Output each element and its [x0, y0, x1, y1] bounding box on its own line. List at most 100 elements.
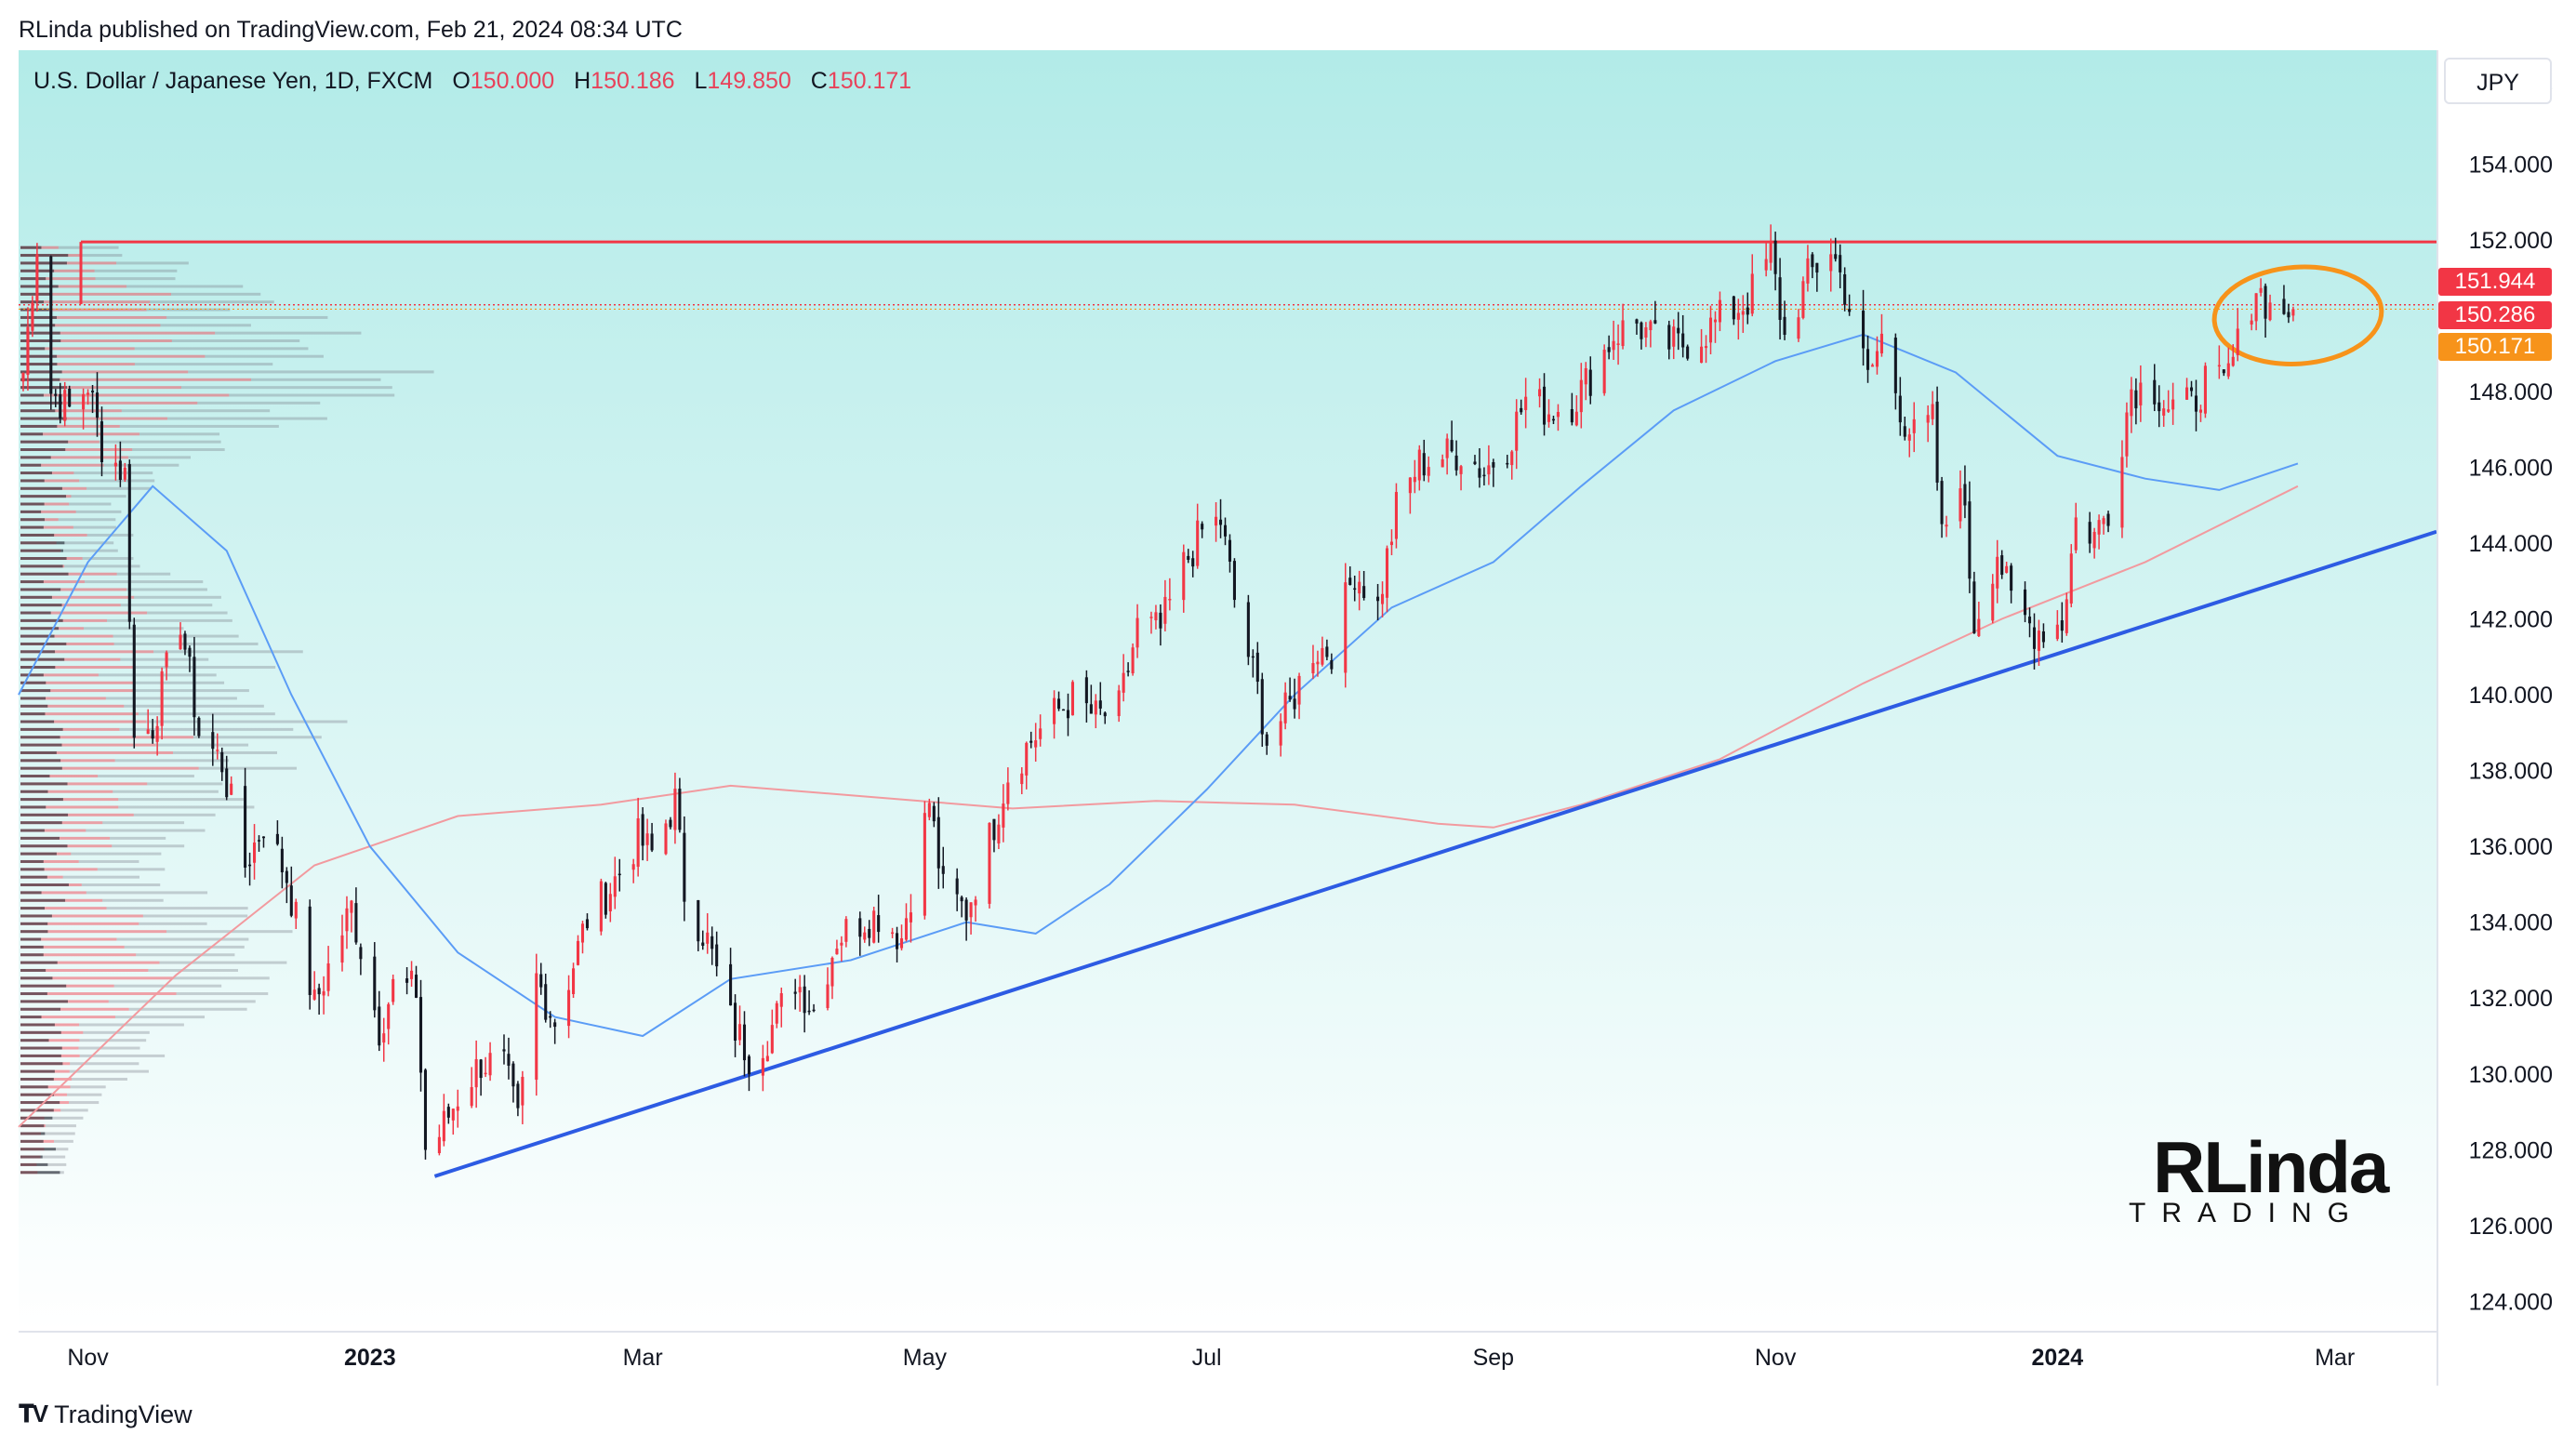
profile-bar-core [20, 1023, 55, 1027]
price-tick-label: 132.000 [2469, 986, 2553, 1012]
candle-body [1653, 320, 1657, 324]
candle-body [2291, 309, 2295, 316]
candles [21, 224, 2295, 1160]
profile-bar-up [20, 363, 135, 366]
time-tick-label: Jul [1192, 1345, 1222, 1371]
candle-body [631, 864, 635, 870]
profile-bar-up [20, 618, 108, 622]
profile-bar-up [20, 432, 139, 436]
candle-body [1783, 316, 1786, 336]
candle-body [1996, 556, 1999, 589]
profile-bar-up [20, 378, 252, 381]
candle-body [2203, 365, 2207, 414]
candle-body [798, 987, 802, 993]
profile-bar-up [20, 580, 86, 584]
symbol-legend: U.S. Dollar / Japanese Yen, 1D, FXCM O15… [33, 68, 911, 95]
price-tick-label: 134.000 [2469, 910, 2553, 936]
profile-bar-down [229, 393, 395, 397]
profile-bar-up [20, 836, 111, 840]
candle-body [2236, 328, 2239, 355]
candle-body [1255, 652, 1259, 683]
profile-bar-up [20, 300, 151, 304]
profile-bar-core [20, 533, 55, 537]
profile-bar-down [60, 1108, 88, 1112]
profile-bar-down [126, 285, 244, 288]
profile-bar-up [20, 937, 117, 941]
candle-body [2055, 624, 2059, 640]
profile-bar-down [81, 254, 123, 258]
profile-bar-down [106, 907, 248, 910]
candle-body [414, 975, 418, 998]
candle-body [1866, 349, 1870, 370]
profile-bar-down [119, 727, 294, 731]
profile-bar-core [20, 836, 60, 840]
candle-body [1293, 698, 1296, 710]
profile-bar-core [20, 914, 52, 918]
price-tick-label: 130.000 [2469, 1062, 2553, 1088]
ma-fast-line [18, 333, 2299, 1038]
candle-body [1283, 692, 1287, 724]
profile-bar-down [70, 1085, 106, 1089]
candle-body [2185, 387, 2189, 400]
profile-bar-core [20, 486, 62, 490]
candle-body [923, 813, 926, 916]
candle-body [2171, 399, 2175, 410]
profile-bar-down [71, 852, 162, 856]
candle-body [193, 657, 196, 718]
profile-bar-core [20, 766, 62, 770]
profile-bar-down [79, 1023, 184, 1027]
logo-line1: RLinda [2153, 1126, 2389, 1208]
tradingview-brand[interactable]: 𝐓V TradingView [19, 1400, 193, 1429]
profile-bar-up [20, 479, 80, 483]
profile-bar-up [20, 736, 193, 739]
profile-bar-core [20, 859, 44, 863]
candle-body [1672, 326, 1676, 347]
candle-body [549, 1016, 552, 1018]
candle-body [1450, 440, 1454, 452]
profile-bar-core [20, 246, 42, 249]
profile-bar-up [20, 720, 147, 724]
candle-body [68, 389, 72, 407]
candle-body [812, 1009, 816, 1012]
profile-bar-up [20, 790, 113, 793]
candle-body [701, 942, 705, 946]
candle-body [899, 937, 904, 949]
candle-body [1510, 451, 1514, 466]
profile-bar-core [20, 813, 69, 816]
candle-body [418, 997, 423, 1073]
candle-body [1154, 612, 1158, 621]
candle-body [960, 896, 963, 902]
currency-button[interactable]: JPY [2444, 58, 2552, 104]
candle-body [470, 1087, 473, 1107]
profile-bar-down [148, 968, 238, 972]
profile-bar-up [20, 1039, 80, 1042]
price-tick-label: 142.000 [2469, 607, 2553, 633]
profile-bar-down [134, 363, 273, 366]
candle-body [2167, 409, 2171, 412]
profile-bar-down [188, 370, 434, 374]
candle-body [844, 919, 848, 942]
candle-body [576, 940, 580, 965]
candle-body [1713, 319, 1718, 323]
publisher-info: RLinda published on TradingView.com, Feb… [19, 17, 683, 43]
profile-bar-up [20, 673, 99, 677]
candle-body [1607, 347, 1611, 352]
candle-body [1454, 455, 1458, 471]
candle-body [322, 991, 325, 996]
candle-body [1862, 311, 1866, 349]
profile-bar-core [20, 549, 63, 552]
profile-bar-down [60, 549, 118, 552]
candle-body [340, 935, 344, 963]
candle-body [252, 843, 257, 863]
profile-bar-down [119, 424, 279, 428]
profile-bar-core [20, 541, 65, 545]
candle-body [1034, 740, 1038, 748]
profile-bar-up [20, 285, 127, 288]
candle-body [442, 1110, 445, 1142]
candle-body [1640, 322, 1643, 339]
candle-body [479, 1059, 483, 1079]
candle-body [123, 467, 126, 480]
profile-bar-core [20, 595, 52, 599]
profile-bar-down [159, 961, 287, 964]
